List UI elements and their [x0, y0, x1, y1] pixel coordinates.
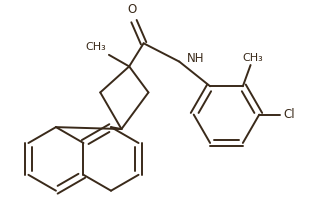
Text: O: O — [127, 3, 137, 16]
Text: NH: NH — [187, 52, 204, 65]
Text: Cl: Cl — [283, 108, 295, 121]
Text: CH₃: CH₃ — [242, 53, 263, 63]
Text: CH₃: CH₃ — [85, 42, 106, 52]
